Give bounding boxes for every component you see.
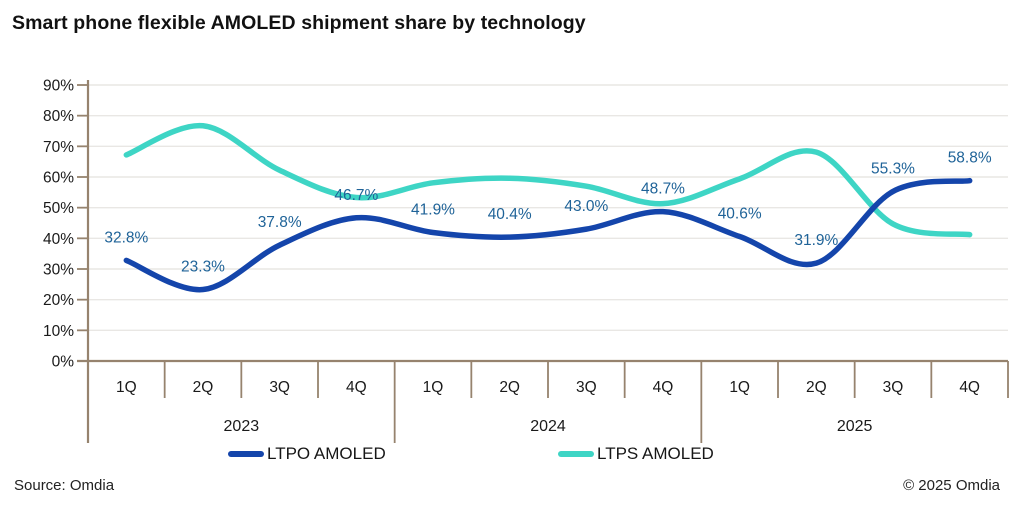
x-quarter-label: 4Q <box>653 379 674 396</box>
y-tick-label: 40% <box>43 231 74 248</box>
x-quarter-label: 4Q <box>959 379 980 396</box>
x-quarter-label: 2Q <box>193 379 214 396</box>
y-tick-label: 30% <box>43 262 74 279</box>
legend-swatch-ltps <box>558 451 594 457</box>
x-quarter-label: 1Q <box>116 379 137 396</box>
legend-item-ltps-amoled: LTPS AMOLED <box>558 444 714 464</box>
legend-label-ltpo: LTPO AMOLED <box>267 444 386 463</box>
series-line-ltpo-amoled <box>123 177 973 293</box>
y-tick-label: 50% <box>43 200 74 217</box>
x-quarter-label: 3Q <box>883 379 904 396</box>
data-point-label: 31.9% <box>794 232 838 249</box>
y-tick-label: 0% <box>52 354 75 371</box>
data-point-label: 48.7% <box>641 181 685 198</box>
y-tick-label: 80% <box>43 108 74 125</box>
data-point-label: 37.8% <box>258 214 302 231</box>
x-quarter-label: 1Q <box>729 379 750 396</box>
x-year-label: 2024 <box>530 418 566 435</box>
x-year-label: 2025 <box>837 418 873 435</box>
x-quarter-label: 2Q <box>806 379 827 396</box>
series-line-ltps-amoled <box>123 123 973 238</box>
data-point-label: 32.8% <box>104 229 148 246</box>
data-point-label: 55.3% <box>871 160 915 177</box>
x-year-label: 2023 <box>224 418 260 435</box>
legend-label-ltps: LTPS AMOLED <box>597 444 714 463</box>
data-point-label: 23.3% <box>181 259 225 276</box>
chart-title: Smart phone flexible AMOLED shipment sha… <box>12 12 586 34</box>
y-tick-label: 70% <box>43 139 74 156</box>
data-point-label: 46.7% <box>334 187 378 204</box>
data-point-label: 40.4% <box>488 206 532 223</box>
legend-item-ltpo-amoled: LTPO AMOLED <box>228 444 386 464</box>
data-point-label: 40.6% <box>718 205 762 222</box>
x-quarter-label: 2Q <box>499 379 520 396</box>
x-quarter-label: 4Q <box>346 379 367 396</box>
y-tick-label: 20% <box>43 292 74 309</box>
x-quarter-label: 3Q <box>576 379 597 396</box>
y-tick-label: 90% <box>43 78 74 95</box>
data-point-label: 43.0% <box>564 198 608 215</box>
x-quarter-label: 1Q <box>423 379 444 396</box>
data-point-label: 58.8% <box>948 150 992 167</box>
source-note: Source: Omdia <box>14 477 115 494</box>
y-tick-label: 10% <box>43 323 74 340</box>
chart-footer: Source: Omdia © 2025 Omdia <box>14 477 1000 494</box>
copyright-note: © 2025 Omdia <box>903 477 1000 494</box>
legend-swatch-ltpo <box>228 451 264 457</box>
data-point-label: 41.9% <box>411 202 455 219</box>
x-quarter-label: 3Q <box>269 379 290 396</box>
y-tick-label: 60% <box>43 170 74 187</box>
